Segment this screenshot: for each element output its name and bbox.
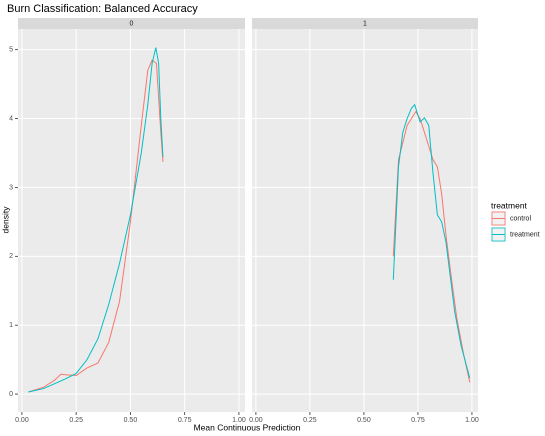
y-tick-label: 0 [9,391,13,398]
density-line [392,110,471,383]
x-tick-label: 0.00 [15,417,29,424]
y-tick-label: 2 [9,253,13,260]
legend-label: treatment [510,231,540,238]
legend-label: control [510,215,531,222]
x-tick-label: 1.00 [232,417,246,424]
y-axis-title: density [0,206,10,234]
y-tick-label: 1 [9,322,13,329]
x-tick-label: 0.00 [249,417,263,424]
legend-title: treatment [491,200,528,210]
x-tick-label: 0.50 [357,417,371,424]
y-tick-label: 4 [9,115,13,122]
density-line [28,47,164,393]
legend-swatch-box [491,227,506,242]
x-tick-label: 0.75 [178,417,192,424]
y-tick-label: 3 [9,184,13,191]
x-tick-label: 0.25 [69,417,83,424]
facet-label: 0 [130,20,134,27]
x-tick-label: 0.75 [411,417,425,424]
x-axis-title: Mean Continuous Prediction [194,422,301,432]
x-tick-label: 1.00 [465,417,479,424]
x-tick-label: 0.25 [303,417,317,424]
density-line [392,103,471,379]
chart-title: Burn Classification: Balanced Accuracy [7,3,198,15]
density-line [28,59,164,393]
y-tick-label: 5 [9,47,13,54]
panel-background [18,29,245,412]
x-tick-label: 0.50 [124,417,138,424]
facet-label: 1 [363,20,367,27]
legend-swatch-box [491,211,506,226]
facet-strip [18,18,245,29]
facet-strip [252,18,478,29]
